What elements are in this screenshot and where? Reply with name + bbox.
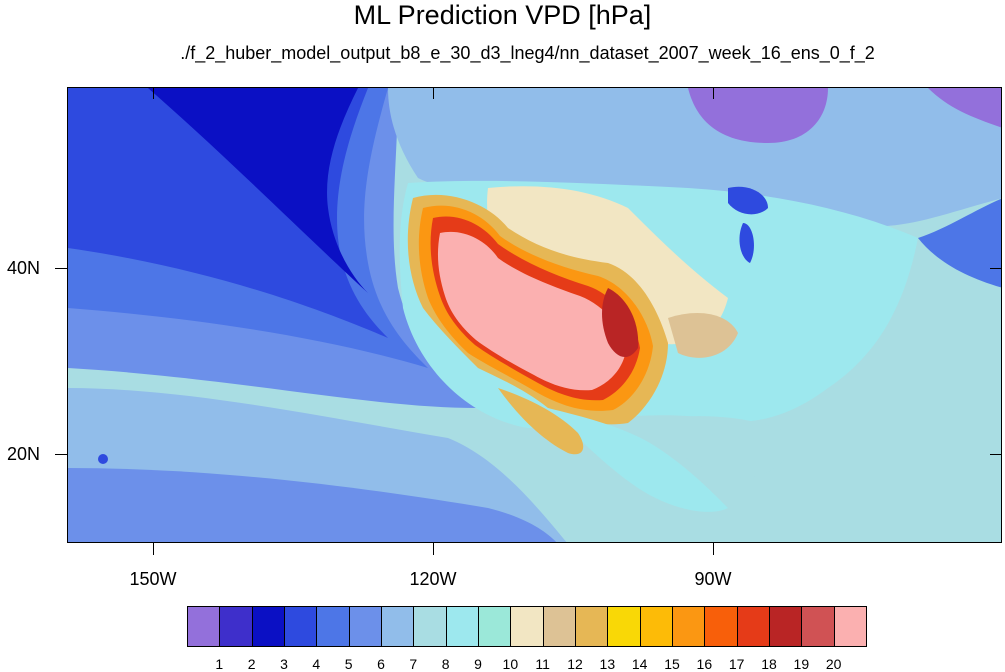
plot-subtitle: ./f_2_huber_model_output_b8_e_30_d3_lneg… bbox=[180, 43, 875, 63]
colorbar-box bbox=[316, 606, 350, 647]
lon-tick-90w bbox=[713, 543, 714, 555]
colorbar-label: 3 bbox=[280, 656, 288, 672]
colorbar-box bbox=[769, 606, 803, 647]
tan-dark-zone bbox=[668, 313, 738, 358]
southern-ocean-low bbox=[68, 468, 557, 542]
colorbar-label: 5 bbox=[344, 656, 353, 672]
colorbar-box bbox=[672, 606, 706, 647]
colorbar-label: 7 bbox=[409, 656, 418, 672]
colorbar-box bbox=[348, 606, 382, 647]
texas-hotspot bbox=[602, 288, 639, 358]
lat-tick-right-20n bbox=[990, 454, 1002, 455]
lat-tick-20n bbox=[55, 454, 67, 455]
colorbar-box bbox=[607, 606, 641, 647]
lat-label-20n: 20N bbox=[6, 444, 40, 464]
colorbar-box bbox=[478, 606, 512, 647]
lon-label-150w: 150W bbox=[129, 569, 177, 589]
hot-zone-core bbox=[437, 231, 626, 391]
colorbar-label: 10 bbox=[502, 656, 519, 672]
colorbar-box bbox=[736, 606, 770, 647]
gulf-of-mexico bbox=[668, 416, 791, 478]
colorbar-label: 9 bbox=[474, 656, 482, 672]
colorbar-label: 14 bbox=[631, 656, 648, 672]
colorbar-label: 2 bbox=[247, 656, 256, 672]
colorbar-box bbox=[704, 606, 738, 647]
colorbar-label: 12 bbox=[567, 656, 583, 672]
colorbar-box bbox=[381, 606, 415, 647]
colorbar-box bbox=[413, 606, 447, 647]
colorbar-label: 16 bbox=[696, 656, 713, 672]
colorbar-label: 15 bbox=[664, 656, 680, 672]
hawaii bbox=[98, 454, 108, 464]
lat-tick-right-40n bbox=[990, 268, 1002, 269]
colorbar-label: 19 bbox=[793, 656, 810, 672]
colorbar-label: 13 bbox=[599, 656, 616, 672]
lat-tick-40n bbox=[55, 268, 67, 269]
colorbar-box bbox=[251, 606, 285, 647]
colorbar-label: 6 bbox=[377, 656, 385, 672]
colorbar-label: 4 bbox=[312, 656, 321, 672]
plot-title: ML Prediction VPD [hPa] bbox=[353, 0, 652, 30]
lake-superior bbox=[728, 186, 768, 215]
lon-label-90w: 90W bbox=[694, 569, 732, 589]
colorbar-label: 8 bbox=[441, 656, 450, 672]
colorbar bbox=[187, 606, 867, 647]
lon-label-120w: 120W bbox=[409, 569, 457, 589]
lon-tick-top-150w bbox=[153, 87, 154, 99]
lon-tick-top-120w bbox=[433, 87, 434, 99]
lake-michigan bbox=[739, 223, 754, 263]
northeast-purple bbox=[928, 88, 1001, 128]
colorbar-box bbox=[575, 606, 609, 647]
colorbar-box bbox=[542, 606, 576, 647]
colorbar-box bbox=[219, 606, 253, 647]
colorbar-label: 20 bbox=[825, 656, 842, 672]
colorbar-box bbox=[510, 606, 544, 647]
hudson-bay-purple bbox=[688, 88, 828, 143]
colorbar-label: 17 bbox=[728, 656, 745, 672]
lon-tick-120w bbox=[433, 543, 434, 555]
mexico-cyan bbox=[548, 408, 728, 512]
colorbar-box bbox=[833, 606, 867, 647]
colorbar-box bbox=[284, 606, 318, 647]
atlantic-blue bbox=[918, 198, 1001, 288]
pacific-darkest-blue bbox=[148, 88, 368, 293]
colorbar-box bbox=[445, 606, 479, 647]
lat-label-40n: 40N bbox=[6, 258, 40, 278]
lon-tick-top-90w bbox=[713, 87, 714, 99]
colorbar-label: 18 bbox=[761, 656, 777, 672]
colorbar-box bbox=[187, 606, 221, 647]
vpd-map bbox=[67, 87, 1002, 543]
colorbar-label: 1 bbox=[215, 656, 224, 672]
vpd-map-svg bbox=[68, 88, 1001, 542]
mexico-warm bbox=[498, 388, 584, 455]
colorbar-box bbox=[639, 606, 673, 647]
lon-tick-150w bbox=[153, 543, 154, 555]
colorbar-label: 11 bbox=[535, 656, 550, 672]
colorbar-box bbox=[801, 606, 835, 647]
